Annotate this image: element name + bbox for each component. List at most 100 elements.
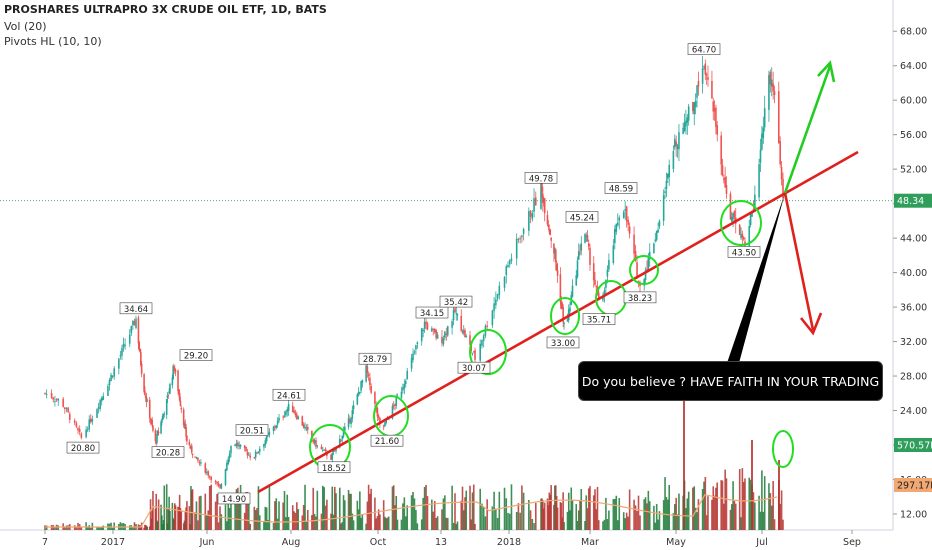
volume-bar bbox=[594, 489, 596, 530]
candle-body bbox=[285, 411, 287, 416]
candle-body bbox=[534, 197, 537, 206]
pivot-label-high: 45.24 bbox=[570, 213, 594, 223]
price-tick-label: 28.00 bbox=[900, 372, 927, 383]
volume-bar bbox=[396, 519, 399, 530]
candle-body bbox=[238, 445, 241, 447]
date-tick-label: Sep bbox=[843, 537, 861, 548]
candle-body bbox=[519, 238, 521, 240]
volume-bar bbox=[644, 497, 647, 530]
candle-body bbox=[547, 224, 550, 228]
volume-bar bbox=[97, 527, 100, 530]
candle-body bbox=[676, 145, 679, 149]
candle-body bbox=[100, 397, 103, 402]
candle-body bbox=[55, 399, 58, 401]
candle-body bbox=[423, 321, 426, 329]
volume-bar bbox=[738, 469, 741, 530]
volume-bar bbox=[495, 508, 497, 530]
volume-bar bbox=[605, 497, 607, 530]
volume-bar bbox=[579, 500, 581, 530]
candle-body bbox=[168, 391, 170, 394]
pivot-label-box bbox=[727, 246, 761, 258]
candle-body bbox=[301, 416, 304, 426]
volume-bar bbox=[274, 501, 276, 530]
candle-body bbox=[668, 164, 671, 178]
volume-bar bbox=[606, 518, 609, 530]
candle-body bbox=[184, 423, 187, 429]
volume-bar bbox=[603, 519, 606, 530]
volume-bar bbox=[768, 483, 770, 530]
candle-body bbox=[415, 345, 417, 350]
volume-bar bbox=[531, 519, 534, 530]
candle-body bbox=[139, 348, 141, 352]
volume-bar bbox=[749, 479, 752, 530]
candle-body bbox=[207, 471, 210, 476]
pivot-label-box bbox=[66, 441, 100, 454]
volume-bar bbox=[177, 506, 179, 530]
volume-bar bbox=[484, 516, 487, 530]
candle-body bbox=[696, 85, 698, 98]
volume-bar bbox=[646, 503, 648, 530]
volume-bar bbox=[505, 498, 508, 530]
volume-bar bbox=[515, 511, 518, 530]
volume-bar bbox=[65, 525, 68, 530]
candle-body bbox=[634, 250, 637, 261]
candle-body bbox=[555, 264, 558, 271]
candle-body bbox=[704, 63, 707, 75]
candle-body bbox=[406, 370, 409, 380]
candle-body bbox=[780, 167, 783, 180]
candle-body bbox=[331, 453, 334, 460]
volume-bar bbox=[179, 508, 182, 530]
candle-body bbox=[496, 294, 499, 299]
volume-bar bbox=[275, 498, 278, 530]
volume-bar bbox=[276, 518, 279, 530]
volume-bar bbox=[324, 505, 327, 530]
highlight-circle bbox=[720, 200, 762, 246]
candle-body bbox=[579, 251, 581, 253]
volume-bar bbox=[435, 517, 437, 530]
price-tick-label: 44.00 bbox=[900, 234, 927, 245]
volume-bar bbox=[85, 522, 87, 530]
candle-body bbox=[62, 398, 64, 407]
volume-bar bbox=[351, 513, 354, 530]
volume-bar bbox=[75, 526, 78, 530]
candle-body bbox=[156, 434, 158, 443]
volume-bar bbox=[491, 506, 494, 530]
volume-bar bbox=[587, 488, 590, 530]
candle-body bbox=[172, 365, 174, 380]
candle-body bbox=[167, 394, 170, 396]
volume-bar bbox=[341, 522, 344, 530]
volume-indicator-label[interactable]: Vol (20) bbox=[4, 20, 47, 33]
pivot-label-high: 34.15 bbox=[420, 309, 444, 319]
volume-bar bbox=[721, 480, 724, 530]
candle-body bbox=[589, 247, 591, 265]
volume-bar bbox=[433, 500, 436, 530]
candle-body bbox=[259, 448, 261, 452]
volume-bar bbox=[748, 477, 751, 530]
volume-bar bbox=[150, 518, 153, 530]
candle-body bbox=[313, 440, 316, 444]
volume-bar bbox=[161, 515, 163, 530]
volume-bar bbox=[616, 520, 619, 530]
candle-body bbox=[770, 79, 773, 87]
pivots-indicator-label[interactable]: Pivots HL (10, 10) bbox=[4, 35, 102, 48]
volume-bar bbox=[387, 516, 390, 530]
candle-body bbox=[563, 323, 565, 325]
candle-body bbox=[711, 80, 713, 99]
volume-bar bbox=[548, 492, 551, 530]
volume-bar bbox=[575, 504, 578, 530]
volume-bar bbox=[230, 502, 232, 530]
candle-body bbox=[91, 419, 94, 422]
candle-body bbox=[678, 132, 680, 150]
candle-body bbox=[433, 328, 436, 333]
volume-bar bbox=[716, 482, 719, 530]
volume-bar bbox=[297, 509, 299, 530]
candle-body bbox=[432, 328, 435, 330]
candle-body bbox=[729, 193, 732, 220]
volume-bar bbox=[208, 486, 211, 530]
volume-bar bbox=[707, 496, 709, 530]
volume-bar bbox=[625, 512, 628, 530]
candle-body bbox=[616, 222, 619, 226]
volume-bar bbox=[386, 517, 389, 530]
candle-body bbox=[347, 418, 350, 428]
